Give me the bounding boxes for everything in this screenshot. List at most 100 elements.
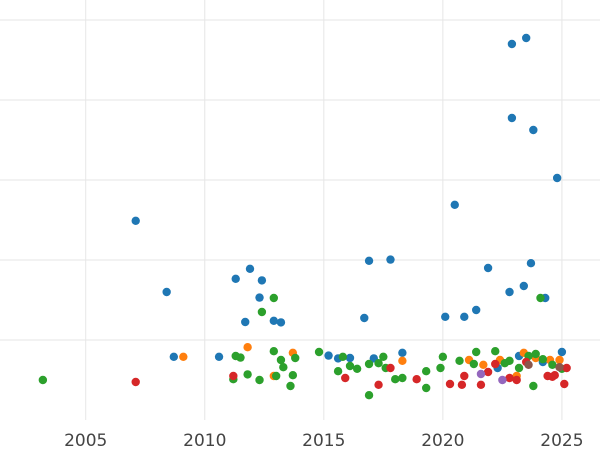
data-point [460,371,469,381]
data-point [450,200,459,209]
data-point [514,363,524,373]
data-point [345,361,355,371]
data-point [288,371,298,380]
data-point [271,371,281,381]
data-point [131,377,140,387]
data-point [524,360,533,369]
data-point [269,293,279,303]
data-point [491,347,500,356]
data-point [398,348,407,357]
data-point [386,363,395,373]
data-point [236,353,245,362]
data-point [364,391,374,400]
data-point [179,352,188,361]
grid-layer [0,0,600,420]
data-point [507,39,517,49]
data-point [364,256,374,265]
data-point [398,373,407,383]
data-point [505,373,514,383]
data-point [498,375,507,385]
data-point [131,216,140,225]
data-point [291,353,300,363]
data-point [243,343,252,352]
data-point [241,317,250,327]
data-point [555,363,564,372]
data-point [491,359,500,369]
data-point [279,363,288,372]
data-point [505,287,514,297]
data-point [379,352,388,361]
x-tick-label: 2010 [183,431,226,450]
data-point [364,359,374,369]
data-point [386,255,395,264]
data-point [276,318,286,327]
data-point [436,363,445,373]
data-point [560,379,569,389]
data-point [412,375,421,384]
data-point [555,355,564,365]
data-point [550,371,559,380]
data-point [214,352,224,361]
data-point [245,264,255,273]
data-point [445,379,455,389]
data-point [255,375,264,385]
data-point [345,353,355,363]
data-point [169,352,179,361]
data-point [507,113,517,123]
data-point [162,287,171,297]
data-point [529,381,538,391]
data-point [314,347,324,357]
data-point [441,312,450,321]
data-point [460,312,469,321]
data-point [360,313,369,323]
data-point [483,367,493,377]
data-point [269,316,279,325]
data-point [398,356,407,365]
data-point [269,347,279,356]
x-tick-label: 2015 [302,431,345,450]
data-point [352,364,362,373]
data-point [519,281,529,291]
data-point [374,359,383,368]
points-layer [38,33,571,400]
data-point [538,355,548,364]
data-point [505,356,514,365]
data-point [512,375,521,385]
data-point [257,307,267,317]
data-point [38,375,48,385]
data-point [421,367,431,376]
data-point [469,359,479,369]
data-point [483,263,493,273]
data-point [531,349,540,359]
data-point [476,369,486,379]
data-point [536,293,545,303]
data-point [521,33,531,43]
data-point [231,274,240,283]
data-point [341,373,350,383]
data-point [374,380,383,389]
data-point [421,383,431,393]
data-point [479,360,488,369]
data-point [276,355,286,365]
data-point [438,352,448,361]
data-point [471,347,481,357]
data-point [255,293,264,302]
data-point [471,305,481,315]
data-point [243,370,252,379]
data-point [338,352,348,361]
x-tick-label: 2005 [64,431,107,450]
data-point [529,125,538,135]
data-point [526,259,536,268]
x-tick-label: 2025 [540,431,583,450]
x-tick-label: 2020 [421,431,464,450]
x-axis: 2005 2010 2015 2020 2025 [64,431,583,450]
data-point [562,363,571,373]
data-point [324,351,333,360]
data-point [455,356,464,365]
data-point [229,371,238,381]
data-point [333,367,343,376]
data-point [457,380,467,389]
data-point [476,380,486,389]
